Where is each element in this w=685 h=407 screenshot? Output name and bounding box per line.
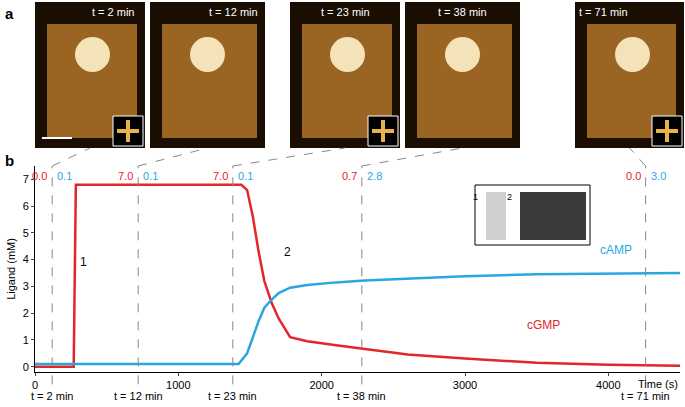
svg-text:t = 23 min: t = 23 min xyxy=(208,390,257,402)
svg-text:cAMP: cAMP xyxy=(600,243,632,257)
svg-text:t = 38 min: t = 38 min xyxy=(438,6,487,18)
svg-text:7: 7 xyxy=(23,173,29,185)
svg-text:1: 1 xyxy=(23,334,29,346)
svg-text:cGMP: cGMP xyxy=(527,318,560,332)
svg-text:3000: 3000 xyxy=(453,379,477,391)
svg-text:0.7: 0.7 xyxy=(342,170,357,182)
svg-text:7.0: 7.0 xyxy=(213,170,228,182)
svg-text:0.1: 0.1 xyxy=(238,170,253,182)
svg-text:2: 2 xyxy=(23,307,29,319)
svg-text:0: 0 xyxy=(32,379,38,391)
svg-text:t = 71 min: t = 71 min xyxy=(621,390,670,402)
svg-text:3: 3 xyxy=(23,280,29,292)
svg-text:2: 2 xyxy=(507,192,512,202)
svg-text:3.0: 3.0 xyxy=(651,170,666,182)
svg-text:7.0: 7.0 xyxy=(118,170,133,182)
svg-text:2000: 2000 xyxy=(309,379,333,391)
svg-text:t = 12 min: t = 12 min xyxy=(209,6,258,18)
svg-text:b: b xyxy=(5,152,14,169)
svg-text:5: 5 xyxy=(23,227,29,239)
svg-text:2: 2 xyxy=(284,245,291,259)
svg-text:0.0: 0.0 xyxy=(626,170,641,182)
svg-text:2.8: 2.8 xyxy=(367,170,382,182)
svg-text:4: 4 xyxy=(23,253,29,265)
svg-text:Ligand (mM): Ligand (mM) xyxy=(5,238,17,300)
svg-text:1000: 1000 xyxy=(166,379,190,391)
svg-text:Time (s): Time (s) xyxy=(638,378,678,390)
svg-text:0.0: 0.0 xyxy=(32,170,47,182)
svg-text:t = 71 min: t = 71 min xyxy=(579,6,628,18)
svg-text:0.1: 0.1 xyxy=(143,170,158,182)
svg-text:0.1: 0.1 xyxy=(57,170,72,182)
svg-text:t = 2 min: t = 2 min xyxy=(31,390,74,402)
svg-text:t = 23 min: t = 23 min xyxy=(321,6,370,18)
svg-text:1: 1 xyxy=(473,192,478,202)
svg-text:a: a xyxy=(5,5,14,22)
svg-text:t = 38 min: t = 38 min xyxy=(337,390,386,402)
svg-text:4000: 4000 xyxy=(596,379,620,391)
svg-text:t = 12 min: t = 12 min xyxy=(114,390,163,402)
svg-text:6: 6 xyxy=(23,200,29,212)
svg-text:1: 1 xyxy=(80,255,87,269)
svg-text:0: 0 xyxy=(23,361,29,373)
svg-text:t = 2 min: t = 2 min xyxy=(92,6,135,18)
